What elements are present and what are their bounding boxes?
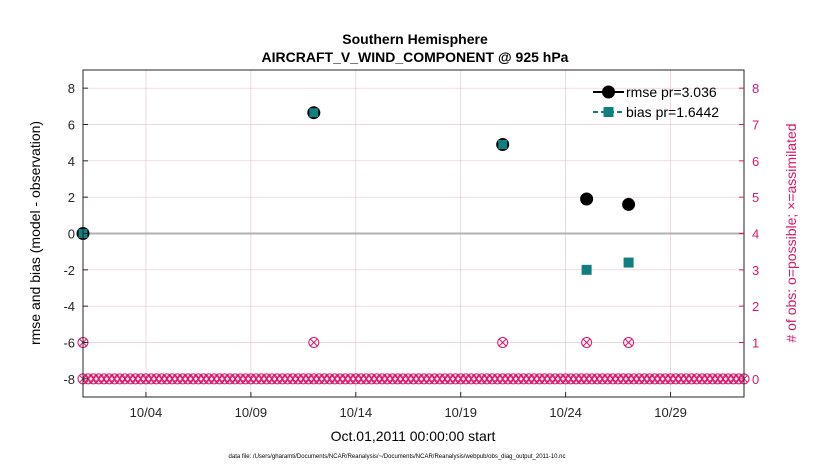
obs-assimilated-marker [498, 338, 507, 347]
y-tick-label-left: 4 [68, 154, 75, 169]
y-tick-label-left: 0 [68, 227, 75, 242]
obs-possible-marker [308, 337, 320, 348]
y-tick-label-right: 3 [752, 263, 759, 278]
grid-layer [83, 70, 744, 397]
bias-point [623, 257, 634, 268]
y-tick-label-left: -4 [63, 299, 75, 314]
obs-possible-marker [623, 337, 635, 348]
legend-bias-marker [603, 107, 614, 117]
x-tick-label: 10/29 [654, 405, 687, 420]
x-axis-label: Oct.01,2011 00:00:00 start [331, 428, 496, 444]
obs-possible-marker [497, 337, 509, 348]
bias-point [498, 139, 508, 149]
axis-layer: 10/04 10/09 10/14 10/19 10/24 10/29 0 1 2 3 4 5 6 7 8 -… [63, 81, 759, 420]
y-tick-label-left: 6 [68, 118, 75, 133]
legend-rmse-label: rmse pr=3.036 [626, 84, 717, 100]
y-tick-label-right: 7 [752, 118, 759, 133]
legend-rmse-marker [602, 85, 615, 99]
x-tick-label: 10/04 [130, 405, 163, 420]
y-tick-label-right: 5 [752, 190, 759, 205]
obs-count-point [308, 337, 320, 348]
data-file-note: data file: /Users/gharamti/Documents/NCA… [229, 454, 566, 460]
obs-assimilated-marker [624, 338, 633, 347]
y-tick-label-right: 1 [752, 336, 759, 351]
y-tick-label-right: 2 [752, 299, 759, 314]
chart-title: Southern Hemisphere [342, 31, 488, 47]
y-axis-label-left: rmse and bias (model - observation) [27, 121, 43, 345]
y-axis-label-right: # of obs: o=possible; ×=assimilated [783, 123, 799, 342]
y-tick-label-left: -6 [63, 336, 75, 351]
bias-point [581, 264, 592, 275]
obs-count-point [497, 337, 509, 348]
y-tick-label-left: -2 [63, 263, 75, 278]
legend: rmse pr=3.036 bias pr=1.6442 [593, 84, 719, 120]
rmse-point [580, 192, 594, 206]
obs-assimilated-marker [582, 338, 591, 347]
y-tick-label-left: -8 [63, 372, 75, 387]
x-tick-label: 10/09 [235, 405, 268, 420]
obs-assimilated-marker [309, 338, 318, 347]
legend-bias-label: bias pr=1.6442 [626, 104, 719, 120]
rmse-point [622, 197, 636, 211]
obs-count-point [623, 337, 635, 348]
x-tick-label: 10/24 [549, 405, 582, 420]
bias-point [309, 108, 319, 118]
x-tick-label: 10/14 [340, 405, 373, 420]
y-tick-label-right: 0 [752, 372, 759, 387]
y-tick-label-left: 8 [68, 81, 75, 96]
chart-subtitle: AIRCRAFT_V_WIND_COMPONENT @ 925 hPa [262, 49, 569, 65]
y-tick-label-right: 4 [752, 227, 759, 242]
y-tick-label-right: 6 [752, 154, 759, 169]
y-tick-label-right: 8 [752, 81, 759, 96]
y-tick-label-left: 2 [68, 190, 75, 205]
obs-possible-marker [581, 337, 593, 348]
obs-count-point [581, 337, 593, 348]
x-tick-label: 10/19 [444, 405, 477, 420]
